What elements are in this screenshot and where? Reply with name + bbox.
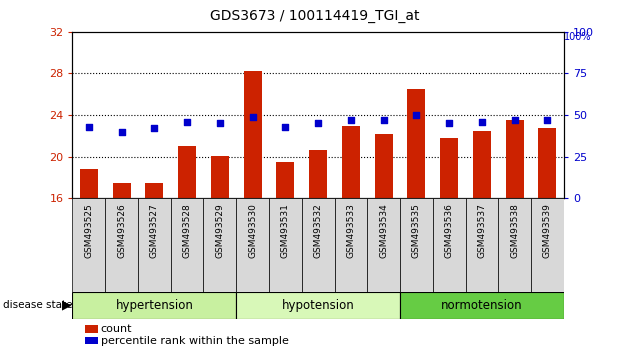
Text: count: count — [101, 324, 132, 334]
Bar — [539, 127, 556, 198]
Bar — [80, 169, 98, 198]
Point — [477, 119, 487, 125]
Bar — [335, 198, 367, 292]
Point — [411, 112, 421, 118]
Point — [379, 117, 389, 123]
Text: ▶: ▶ — [62, 299, 71, 312]
Text: hypotension: hypotension — [282, 299, 355, 312]
Bar — [506, 120, 524, 198]
Text: GSM493525: GSM493525 — [84, 203, 93, 258]
Text: GSM493535: GSM493535 — [412, 203, 421, 258]
Bar — [302, 198, 335, 292]
Bar — [138, 198, 171, 292]
Bar — [236, 198, 269, 292]
Point — [510, 117, 520, 123]
Point — [117, 129, 127, 135]
Text: GSM493527: GSM493527 — [150, 203, 159, 258]
Point — [280, 124, 290, 130]
Text: disease state: disease state — [3, 300, 72, 310]
Text: GSM493529: GSM493529 — [215, 203, 224, 258]
Bar — [400, 198, 433, 292]
Text: GSM493528: GSM493528 — [183, 203, 192, 258]
Text: hypertension: hypertension — [115, 299, 193, 312]
Bar — [113, 183, 130, 198]
Bar — [146, 183, 163, 198]
Text: GSM493531: GSM493531 — [281, 203, 290, 258]
Point — [542, 117, 553, 123]
Text: GSM493539: GSM493539 — [543, 203, 552, 258]
Bar — [466, 198, 498, 292]
Bar — [269, 198, 302, 292]
Bar — [178, 146, 196, 198]
Bar — [408, 89, 425, 198]
Bar — [473, 131, 491, 198]
Bar — [309, 150, 327, 198]
Bar — [375, 134, 392, 198]
Text: GSM493537: GSM493537 — [478, 203, 486, 258]
Text: 100%: 100% — [564, 32, 592, 42]
Text: GSM493532: GSM493532 — [314, 203, 323, 258]
Text: GSM493533: GSM493533 — [346, 203, 355, 258]
Bar — [342, 126, 360, 198]
Text: GSM493534: GSM493534 — [379, 203, 388, 258]
Bar — [277, 162, 294, 198]
Bar — [211, 156, 229, 198]
Point — [248, 114, 258, 120]
Point — [149, 126, 159, 131]
Point — [444, 120, 454, 126]
Bar — [531, 198, 564, 292]
Point — [215, 120, 225, 126]
Bar — [498, 198, 531, 292]
Text: GSM493530: GSM493530 — [248, 203, 257, 258]
Bar — [72, 292, 236, 319]
Point — [84, 124, 94, 130]
Bar — [72, 198, 105, 292]
Text: GSM493526: GSM493526 — [117, 203, 126, 258]
Text: GSM493536: GSM493536 — [445, 203, 454, 258]
Bar — [367, 198, 400, 292]
Bar — [433, 198, 466, 292]
Text: GDS3673 / 100114419_TGI_at: GDS3673 / 100114419_TGI_at — [210, 9, 420, 23]
Point — [346, 117, 356, 123]
Text: normotension: normotension — [441, 299, 523, 312]
Bar — [203, 198, 236, 292]
Bar — [440, 138, 458, 198]
Bar — [236, 292, 400, 319]
Bar — [171, 198, 203, 292]
Text: percentile rank within the sample: percentile rank within the sample — [101, 336, 289, 346]
Point — [313, 120, 323, 126]
Text: GSM493538: GSM493538 — [510, 203, 519, 258]
Bar — [244, 72, 261, 198]
Bar — [105, 198, 138, 292]
Bar — [400, 292, 564, 319]
Point — [182, 119, 192, 125]
